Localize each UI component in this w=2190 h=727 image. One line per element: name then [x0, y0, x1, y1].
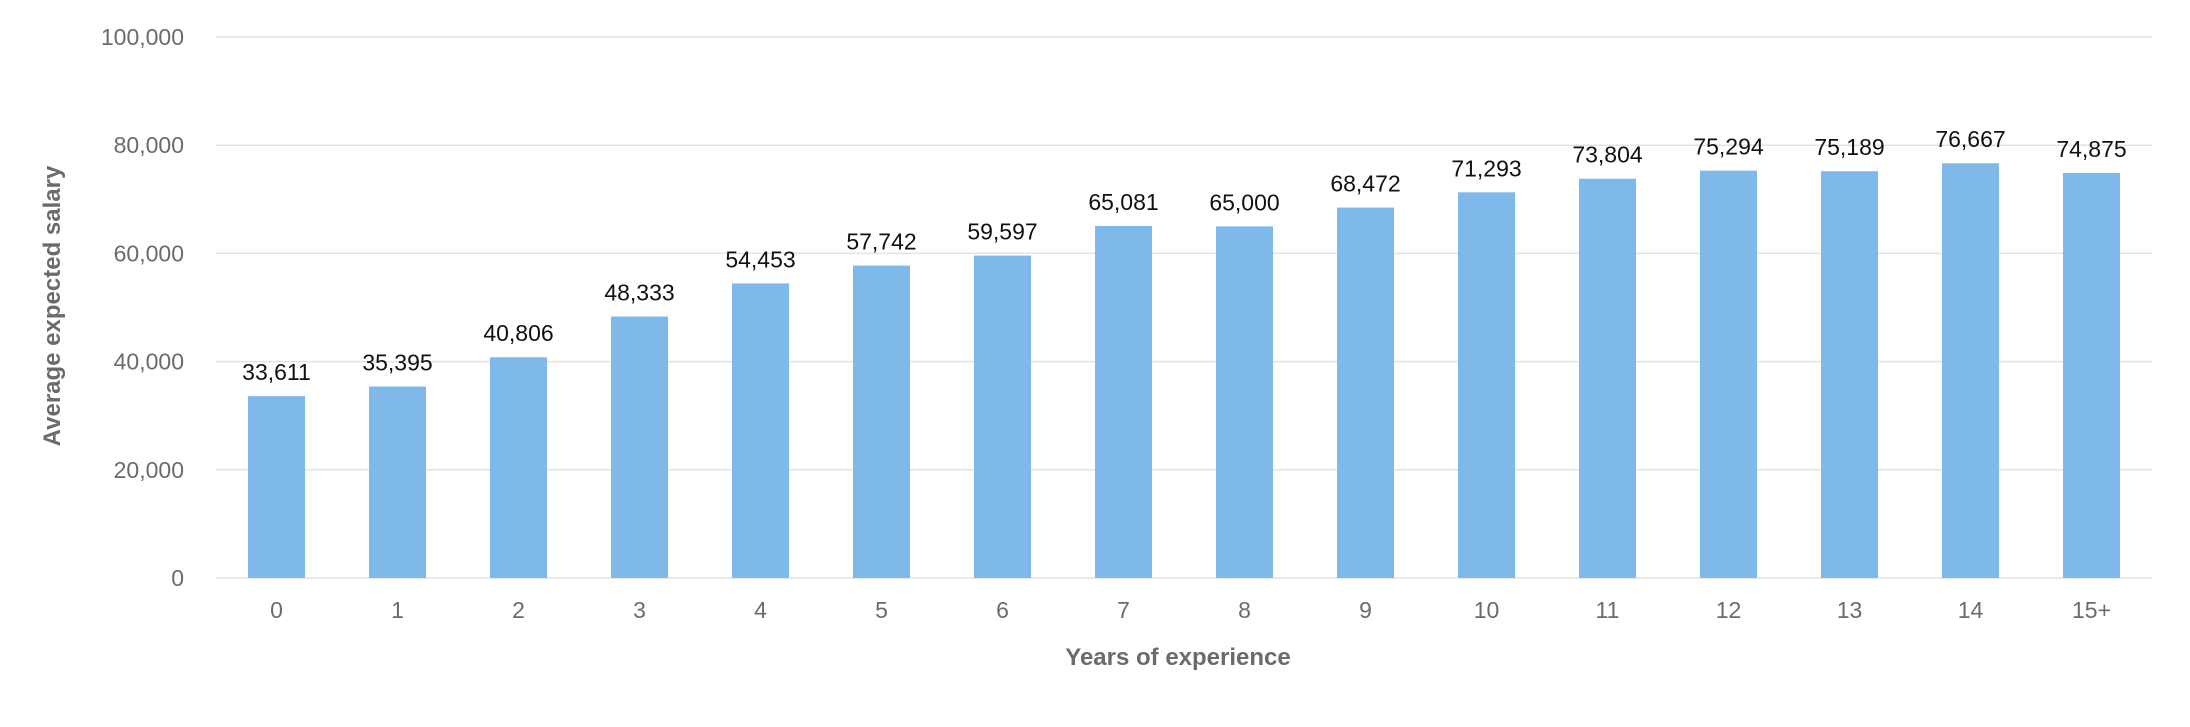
bar	[1458, 192, 1515, 578]
bar	[1216, 226, 1273, 578]
x-axis-ticks: 0 1 2 3 4 5 6 7 8 9 10 11 12 13 14 15+	[270, 597, 2111, 623]
bar	[369, 386, 426, 578]
bar	[1337, 207, 1394, 579]
bar-value-label: 65,000	[1209, 189, 1279, 215]
bar	[732, 283, 789, 578]
bar-value-label: 75,294	[1693, 134, 1764, 160]
bar-value-label: 73,804	[1572, 142, 1643, 168]
x-tick-label: 5	[875, 597, 888, 623]
x-tick-label: 0	[270, 597, 283, 623]
bars	[248, 163, 2120, 579]
bar-value-label: 71,293	[1451, 155, 1521, 181]
bar	[974, 255, 1031, 578]
y-tick-label: 40,000	[114, 349, 184, 375]
bar-value-label: 40,806	[483, 320, 553, 346]
x-tick-label: 3	[633, 597, 646, 623]
bar	[1942, 163, 1999, 578]
y-axis-ticks: 0 20,000 40,000 60,000 80,000 100,000	[101, 24, 184, 591]
x-tick-label: 11	[1596, 597, 1620, 623]
x-axis-title: Years of experience	[1065, 644, 1290, 671]
y-tick-label: 0	[171, 565, 184, 591]
bar	[1095, 225, 1152, 578]
x-tick-label: 1	[391, 597, 404, 623]
y-tick-label: 80,000	[114, 132, 184, 158]
data-labels: 33,611 35,395 40,806 48,333 54,453 57,742 59,5…	[242, 126, 2127, 385]
bar-value-label: 33,611	[242, 359, 311, 385]
bar	[490, 357, 547, 578]
bar-value-label: 76,667	[1935, 126, 2005, 152]
bar	[1821, 171, 1878, 578]
bar	[1579, 178, 1636, 578]
bar-value-label: 65,081	[1088, 189, 1158, 215]
bar	[248, 396, 305, 578]
y-tick-label: 100,000	[101, 24, 184, 50]
x-tick-label: 12	[1716, 597, 1742, 623]
bar-value-label: 35,395	[362, 350, 432, 376]
x-tick-label: 14	[1958, 597, 1984, 623]
bar-value-label: 59,597	[967, 219, 1037, 245]
bar	[853, 265, 910, 578]
bar-value-label: 57,742	[846, 229, 916, 255]
bar	[611, 316, 668, 578]
x-tick-label: 4	[754, 597, 767, 623]
bar-value-label: 54,453	[725, 246, 795, 272]
bar-value-label: 68,472	[1330, 171, 1400, 197]
x-tick-label: 15+	[2072, 597, 2111, 623]
x-tick-label: 8	[1238, 597, 1251, 623]
x-tick-label: 10	[1474, 597, 1500, 623]
x-tick-label: 6	[996, 597, 1009, 623]
x-tick-label: 7	[1117, 597, 1130, 623]
x-tick-label: 9	[1359, 597, 1372, 623]
bar	[2063, 172, 2120, 578]
x-tick-label: 2	[512, 597, 525, 623]
bar-value-label: 75,189	[1814, 134, 1884, 160]
y-tick-label: 20,000	[114, 457, 184, 483]
y-axis-title: Average expected salary	[39, 165, 66, 446]
x-tick-label: 13	[1837, 597, 1863, 623]
y-tick-label: 60,000	[114, 240, 184, 266]
bar	[1700, 170, 1757, 578]
bar-value-label: 74,875	[2056, 136, 2126, 162]
bar-value-label: 48,333	[604, 280, 674, 306]
